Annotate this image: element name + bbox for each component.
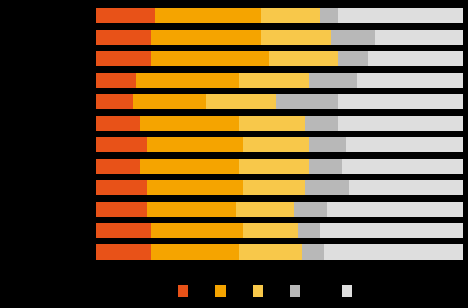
Bar: [342, 159, 463, 174]
Bar: [151, 245, 239, 260]
Bar: [269, 51, 338, 67]
Bar: [294, 201, 328, 217]
Bar: [96, 30, 151, 45]
Bar: [147, 180, 243, 195]
Bar: [298, 223, 320, 238]
Bar: [320, 8, 338, 23]
Bar: [96, 137, 147, 152]
Bar: [338, 8, 463, 23]
Bar: [239, 159, 309, 174]
Bar: [140, 159, 239, 174]
Bar: [309, 137, 346, 152]
Bar: [151, 51, 269, 67]
Bar: [368, 51, 463, 67]
Bar: [239, 73, 309, 88]
Bar: [309, 159, 342, 174]
Bar: [331, 30, 375, 45]
Bar: [96, 223, 151, 238]
Bar: [261, 30, 331, 45]
Bar: [350, 180, 463, 195]
Bar: [136, 73, 239, 88]
Bar: [239, 116, 305, 131]
Bar: [96, 73, 136, 88]
Bar: [133, 94, 206, 109]
Bar: [96, 159, 140, 174]
Bar: [96, 51, 151, 67]
Bar: [155, 8, 261, 23]
Bar: [305, 180, 350, 195]
Bar: [338, 94, 463, 109]
Bar: [338, 116, 463, 131]
Bar: [305, 116, 338, 131]
Bar: [151, 223, 243, 238]
Bar: [309, 73, 357, 88]
Bar: [243, 223, 298, 238]
Bar: [96, 94, 133, 109]
Bar: [206, 94, 276, 109]
Bar: [357, 73, 463, 88]
Bar: [346, 137, 463, 152]
Bar: [140, 116, 239, 131]
Bar: [151, 30, 261, 45]
Bar: [338, 51, 368, 67]
Bar: [276, 94, 338, 109]
Bar: [96, 180, 147, 195]
Bar: [328, 201, 463, 217]
Bar: [96, 245, 151, 260]
Bar: [235, 201, 294, 217]
Bar: [147, 137, 243, 152]
Bar: [243, 180, 305, 195]
Bar: [96, 201, 147, 217]
Bar: [96, 8, 155, 23]
Bar: [324, 245, 463, 260]
Bar: [96, 116, 140, 131]
Bar: [243, 137, 309, 152]
Bar: [147, 201, 235, 217]
Bar: [302, 245, 324, 260]
Bar: [261, 8, 320, 23]
Bar: [239, 245, 302, 260]
Bar: [320, 223, 463, 238]
Bar: [375, 30, 463, 45]
